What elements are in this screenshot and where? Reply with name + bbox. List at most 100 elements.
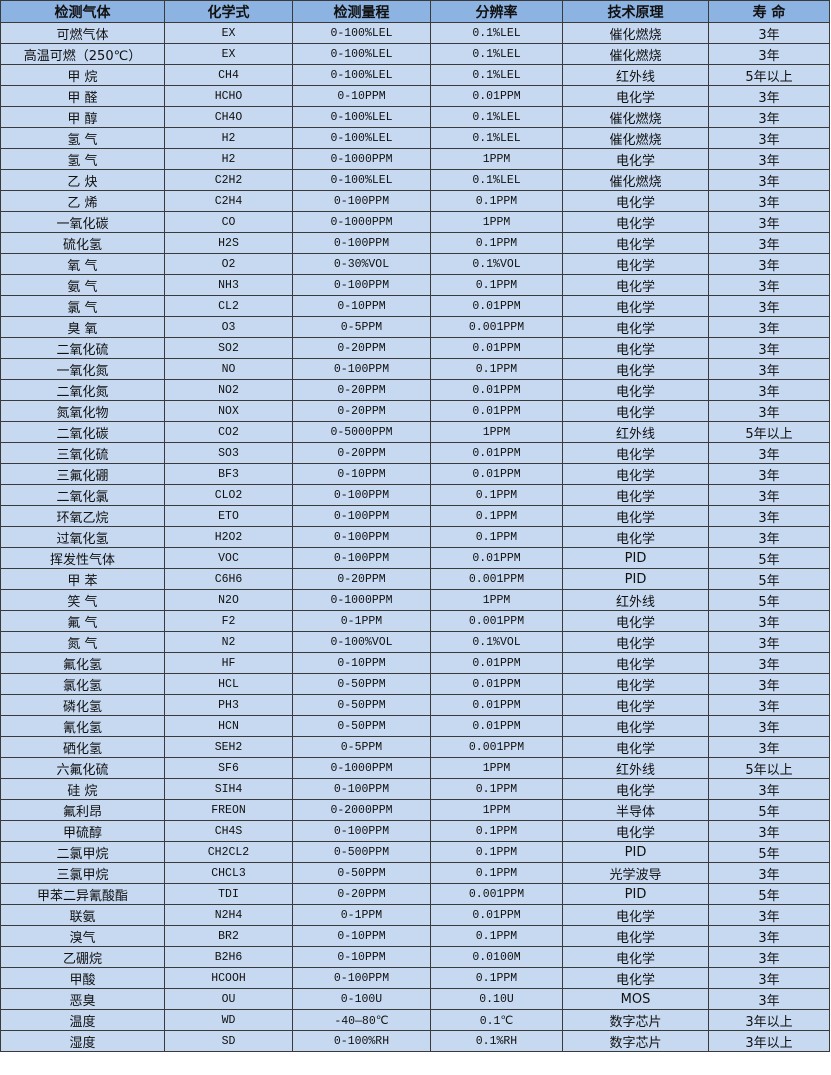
table-row: 氟 气 F2 0-1PPM 0.001PPM 电化学 3年	[0, 610, 830, 632]
lifespan-cell: 3年	[708, 631, 830, 653]
formula-cell: HCL	[164, 673, 293, 695]
lifespan-cell: 5年	[708, 883, 830, 905]
gas-name-cell: 二氧化硫	[0, 337, 165, 359]
lifespan-cell: 5年以上	[708, 757, 830, 779]
gas-name-cell: 甲 醛	[0, 85, 165, 107]
gas-name-cell: 笑 气	[0, 589, 165, 611]
table-row: 氯 气 CL2 0-10PPM 0.01PPM 电化学 3年	[0, 295, 830, 317]
formula-cell: H2	[164, 148, 293, 170]
table-row: 甲酸 HCOOH 0-100PPM 0.1PPM 电化学 3年	[0, 967, 830, 989]
lifespan-cell: 5年	[708, 841, 830, 863]
gas-name-cell: 氟化氢	[0, 652, 165, 674]
range-cell: 0-100PPM	[292, 190, 431, 212]
formula-cell: N2	[164, 631, 293, 653]
formula-cell: CO	[164, 211, 293, 233]
lifespan-cell: 3年	[708, 988, 830, 1010]
formula-cell: EX	[164, 22, 293, 44]
lifespan-cell: 3年	[708, 652, 830, 674]
formula-cell: CH4O	[164, 106, 293, 128]
gas-name-cell: 联氨	[0, 904, 165, 926]
principle-cell: 电化学	[562, 820, 709, 842]
lifespan-cell: 3年以上	[708, 1009, 830, 1031]
resolution-cell: 0.1PPM	[430, 778, 563, 800]
resolution-cell: 0.01PPM	[430, 715, 563, 737]
formula-cell: CLO2	[164, 484, 293, 506]
range-cell: 0-10PPM	[292, 946, 431, 968]
formula-cell: TDI	[164, 883, 293, 905]
lifespan-cell: 3年	[708, 967, 830, 989]
gas-name-cell: 甲 醇	[0, 106, 165, 128]
resolution-cell: 1PPM	[430, 799, 563, 821]
range-cell: 0-100%LEL	[292, 169, 431, 191]
header-range: 检测量程	[292, 0, 431, 23]
formula-cell: SD	[164, 1030, 293, 1052]
resolution-cell: 0.01PPM	[430, 694, 563, 716]
lifespan-cell: 3年	[708, 148, 830, 170]
resolution-cell: 0.01PPM	[430, 337, 563, 359]
principle-cell: 电化学	[562, 232, 709, 254]
principle-cell: 数字芯片	[562, 1009, 709, 1031]
lifespan-cell: 3年	[708, 694, 830, 716]
range-cell: 0-20PPM	[292, 568, 431, 590]
formula-cell: NO2	[164, 379, 293, 401]
principle-cell: 电化学	[562, 379, 709, 401]
principle-cell: 催化燃烧	[562, 43, 709, 65]
gas-name-cell: 氰化氢	[0, 715, 165, 737]
table-row: 甲 苯 C6H6 0-20PPM 0.001PPM PID 5年	[0, 568, 830, 590]
formula-cell: CO2	[164, 421, 293, 443]
table-row: 臭 氧 O3 0-5PPM 0.001PPM 电化学 3年	[0, 316, 830, 338]
table-row: 氟化氢 HF 0-10PPM 0.01PPM 电化学 3年	[0, 652, 830, 674]
range-cell: 0-100PPM	[292, 505, 431, 527]
gas-name-cell: 氯化氢	[0, 673, 165, 695]
table-row: 溴气 BR2 0-10PPM 0.1PPM 电化学 3年	[0, 925, 830, 947]
gas-name-cell: 二氧化氮	[0, 379, 165, 401]
lifespan-cell: 3年	[708, 820, 830, 842]
gas-name-cell: 湿度	[0, 1030, 165, 1052]
principle-cell: PID	[562, 568, 709, 590]
lifespan-cell: 3年	[708, 43, 830, 65]
table-row: 氯化氢 HCL 0-50PPM 0.01PPM 电化学 3年	[0, 673, 830, 695]
lifespan-cell: 3年	[708, 22, 830, 44]
gas-name-cell: 氮 气	[0, 631, 165, 653]
table-row: 甲 醇 CH4O 0-100%LEL 0.1%LEL 催化燃烧 3年	[0, 106, 830, 128]
table-row: 二氧化氯 CLO2 0-100PPM 0.1PPM 电化学 3年	[0, 484, 830, 506]
principle-cell: 催化燃烧	[562, 106, 709, 128]
gas-name-cell: 氢 气	[0, 148, 165, 170]
resolution-cell: 0.001PPM	[430, 316, 563, 338]
table-row: 二氯甲烷 CH2CL2 0-500PPM 0.1PPM PID 5年	[0, 841, 830, 863]
lifespan-cell: 3年	[708, 736, 830, 758]
gas-name-cell: 过氧化氢	[0, 526, 165, 548]
lifespan-cell: 3年	[708, 85, 830, 107]
resolution-cell: 0.1PPM	[430, 505, 563, 527]
range-cell: -40—80℃	[292, 1009, 431, 1031]
range-cell: 0-100PPM	[292, 526, 431, 548]
formula-cell: CH4	[164, 64, 293, 86]
lifespan-cell: 3年	[708, 379, 830, 401]
gas-name-cell: 三氯甲烷	[0, 862, 165, 884]
range-cell: 0-5PPM	[292, 736, 431, 758]
range-cell: 0-100PPM	[292, 484, 431, 506]
table-row: 过氧化氢 H2O2 0-100PPM 0.1PPM 电化学 3年	[0, 526, 830, 548]
lifespan-cell: 5年以上	[708, 64, 830, 86]
formula-cell: WD	[164, 1009, 293, 1031]
formula-cell: C6H6	[164, 568, 293, 590]
formula-cell: ETO	[164, 505, 293, 527]
range-cell: 0-5000PPM	[292, 421, 431, 443]
formula-cell: HCN	[164, 715, 293, 737]
table-row: 乙硼烷 B2H6 0-10PPM 0.0100M 电化学 3年	[0, 946, 830, 968]
principle-cell: 电化学	[562, 736, 709, 758]
principle-cell: 电化学	[562, 358, 709, 380]
lifespan-cell: 3年	[708, 274, 830, 296]
table-row: 三氯甲烷 CHCL3 0-50PPM 0.1PPM 光学波导 3年	[0, 862, 830, 884]
range-cell: 0-10PPM	[292, 652, 431, 674]
gas-name-cell: 挥发性气体	[0, 547, 165, 569]
lifespan-cell: 3年	[708, 127, 830, 149]
principle-cell: 电化学	[562, 253, 709, 275]
table-row: 硅 烷 SIH4 0-100PPM 0.1PPM 电化学 3年	[0, 778, 830, 800]
lifespan-cell: 3年	[708, 862, 830, 884]
formula-cell: SEH2	[164, 736, 293, 758]
gas-name-cell: 三氧化硫	[0, 442, 165, 464]
lifespan-cell: 5年	[708, 799, 830, 821]
resolution-cell: 1PPM	[430, 421, 563, 443]
header-lifespan: 寿 命	[708, 0, 830, 23]
